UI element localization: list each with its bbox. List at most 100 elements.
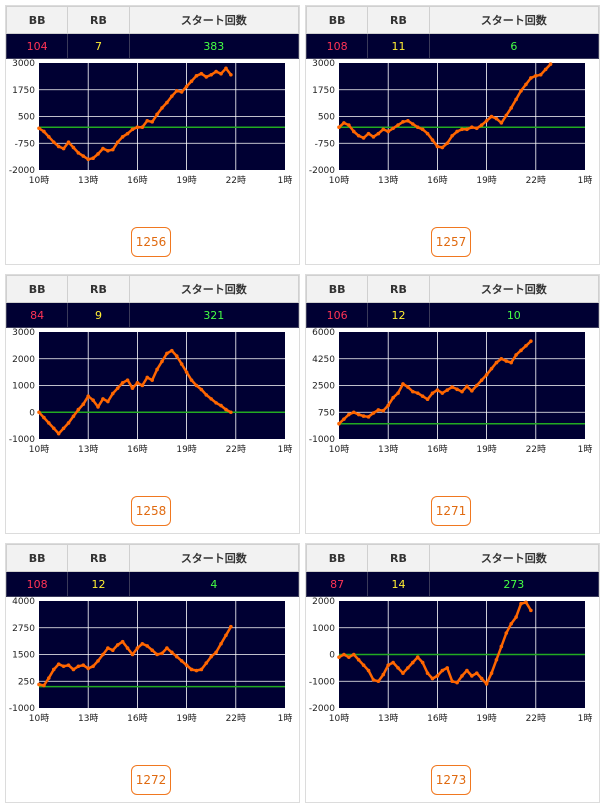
bb-count: 106	[305, 302, 369, 328]
y-tick-label: -1000	[309, 677, 335, 687]
data-point	[347, 655, 351, 659]
data-point	[366, 415, 371, 419]
data-point	[519, 601, 523, 606]
machine-card: BB RB スタート回数 106 12 10 6000 4250 2500 750 -1000 10時…	[305, 274, 600, 534]
x-tick-label: 1時	[278, 444, 293, 455]
data-point	[524, 82, 528, 87]
data-point	[411, 389, 415, 394]
machine-number-button[interactable]: 1258	[131, 496, 171, 526]
data-point	[229, 624, 233, 629]
x-tick-label: 13時	[78, 713, 98, 724]
data-point	[189, 79, 194, 83]
x-tick-label: 1時	[278, 713, 293, 724]
y-tick-label: -750	[15, 139, 36, 149]
data-point	[529, 76, 533, 80]
x-tick-label: 1時	[278, 175, 293, 186]
bb-count: 84	[5, 302, 69, 328]
data-point	[145, 644, 150, 648]
data-point	[120, 381, 125, 385]
data-point	[420, 127, 425, 132]
data-point	[61, 146, 66, 151]
data-point	[194, 383, 199, 388]
data-point	[155, 112, 159, 117]
data-point	[150, 378, 154, 382]
data-point	[366, 131, 371, 136]
machine-number-button[interactable]: 1271	[431, 496, 471, 526]
machine-card: BB RB スタート回数 84 9 321 3000 2000 1000 0 -1000 10時 13時…	[5, 274, 300, 534]
x-tick-label: 19時	[476, 444, 496, 455]
data-point	[406, 385, 410, 389]
data-point	[91, 398, 95, 403]
data-point	[445, 388, 450, 392]
data-point	[435, 674, 440, 678]
x-tick-label: 19時	[476, 713, 496, 724]
data-point	[430, 138, 435, 142]
data-point	[391, 395, 395, 400]
data-point	[484, 118, 489, 123]
start-count-header: スタート回数	[428, 275, 600, 303]
data-point	[470, 389, 474, 393]
data-point	[494, 658, 499, 662]
series-line	[38, 67, 232, 161]
data-point	[479, 123, 484, 127]
machine-card: BB RB スタート回数 108 11 6 3000 1750 500 -750 -2000 10時 1…	[305, 5, 600, 265]
rb-header: RB	[367, 275, 430, 303]
data-point	[455, 129, 459, 134]
data-point	[51, 426, 56, 431]
y-tick-label: 3000	[12, 59, 35, 69]
rb-count: 14	[367, 571, 430, 597]
data-point	[115, 140, 120, 144]
x-tick-label: 22時	[226, 175, 246, 186]
data-point	[430, 391, 435, 395]
x-tick-label: 16時	[427, 444, 447, 455]
data-point	[47, 421, 51, 425]
rb-header: RB	[367, 544, 430, 572]
start-count: 10	[428, 302, 600, 328]
data-point	[465, 668, 469, 673]
data-point	[111, 147, 115, 152]
data-point	[135, 646, 140, 650]
bb-header: BB	[305, 544, 369, 572]
data-point	[381, 408, 386, 413]
data-point	[450, 133, 454, 138]
y-tick-label: -1000	[309, 435, 335, 445]
y-tick-label: 750	[318, 408, 335, 418]
data-point	[214, 650, 218, 655]
data-point	[125, 646, 130, 650]
data-point	[229, 72, 233, 77]
bb-count: 87	[305, 571, 369, 597]
data-point	[356, 658, 361, 662]
data-point	[204, 393, 209, 397]
data-point	[529, 608, 533, 613]
data-point	[184, 370, 189, 374]
y-tick-label: 2750	[12, 624, 35, 634]
data-point	[125, 378, 130, 382]
x-tick-label: 13時	[78, 175, 98, 186]
data-point	[479, 378, 484, 382]
y-tick-label: 4000	[12, 597, 35, 607]
data-point	[391, 660, 395, 665]
data-point	[538, 72, 543, 77]
machine-number-button[interactable]: 1257	[431, 227, 471, 257]
data-point	[150, 648, 154, 653]
series-line	[38, 626, 232, 687]
machine-number-button[interactable]: 1272	[131, 765, 171, 795]
data-point	[337, 125, 341, 129]
data-point	[351, 129, 356, 134]
machine-number-button[interactable]: 1256	[131, 227, 171, 257]
data-point	[106, 646, 110, 650]
machine-number-button[interactable]: 1273	[431, 765, 471, 795]
data-point	[455, 680, 459, 685]
data-point	[337, 421, 341, 426]
x-tick-label: 10時	[329, 175, 349, 186]
data-point	[174, 354, 179, 358]
x-tick-label: 19時	[476, 175, 496, 186]
data-point	[425, 131, 430, 136]
data-point	[474, 383, 479, 388]
data-point	[470, 125, 474, 129]
y-tick-label: -2000	[309, 704, 335, 714]
data-point	[56, 662, 61, 666]
data-point	[347, 412, 351, 417]
data-point	[460, 389, 464, 394]
data-point	[224, 66, 228, 71]
